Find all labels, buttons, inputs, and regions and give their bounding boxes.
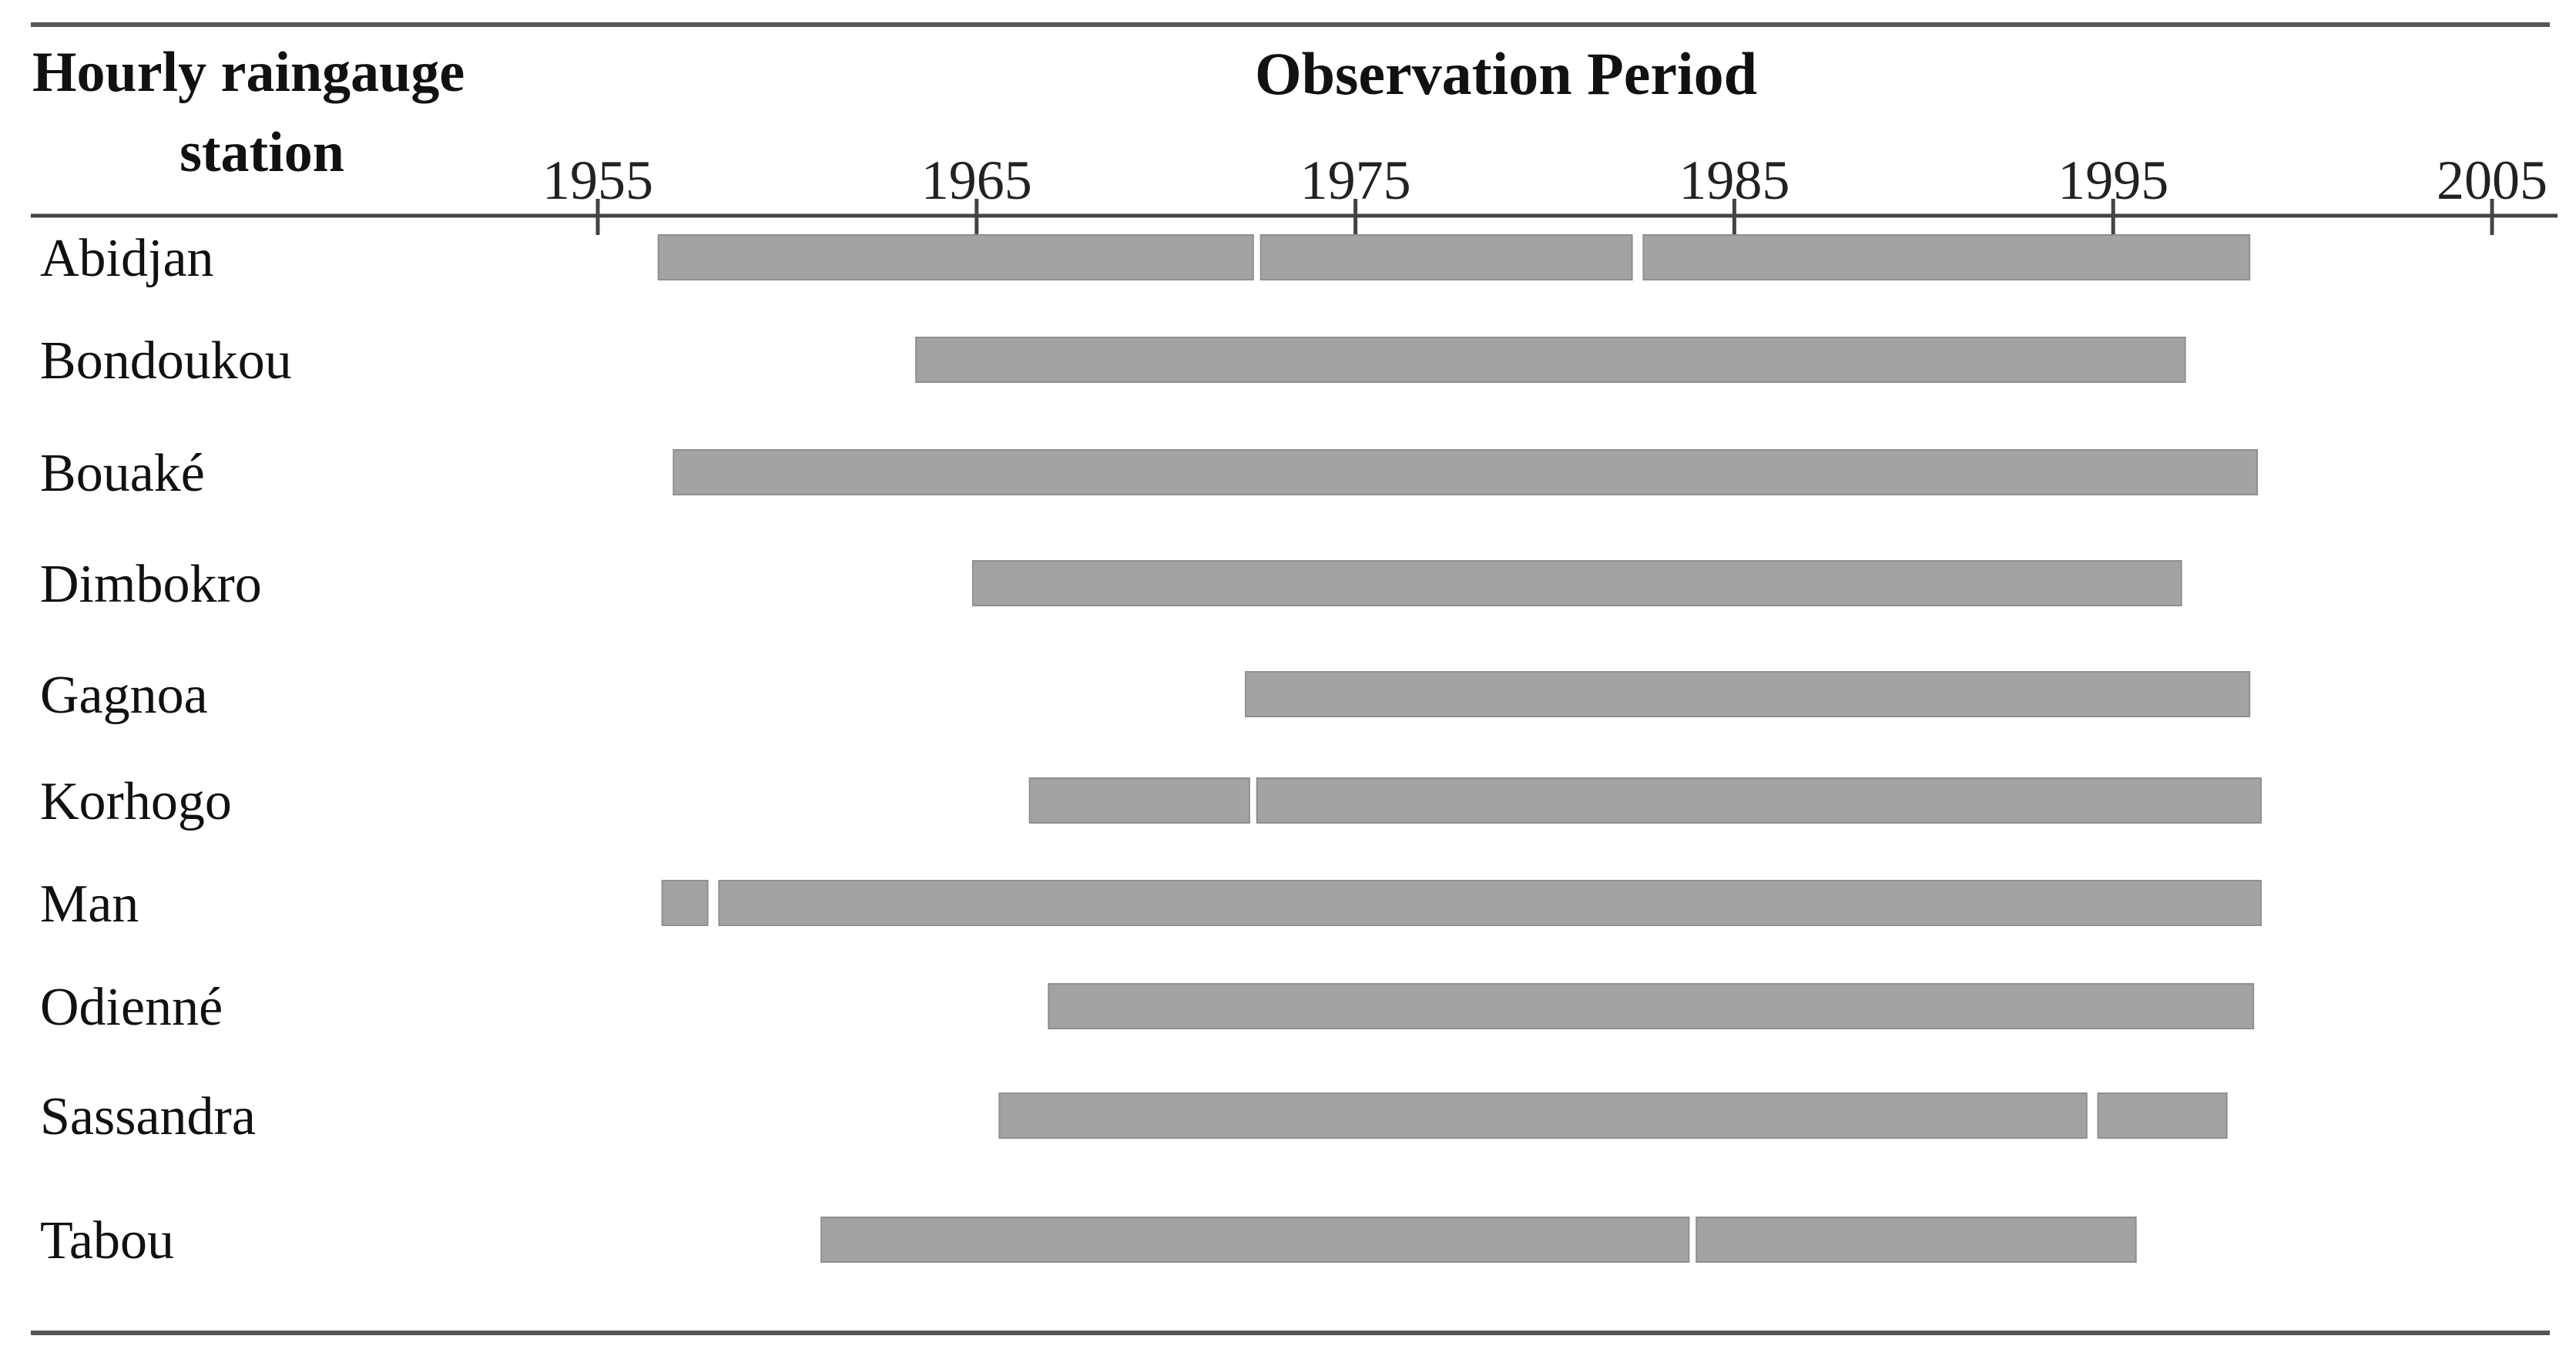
x-tick-label: 1955	[542, 149, 653, 211]
x-tick-label: 2005	[2437, 149, 2547, 211]
station-label: Sassandra	[40, 1087, 256, 1146]
station-rows: Abidjan Bondoukou Bouaké Dimbokro Gagnoa Korh…	[40, 229, 2262, 1270]
observation-bar	[661, 880, 709, 926]
observation-bar	[1028, 777, 1250, 824]
station-label: Tabou	[40, 1211, 174, 1270]
header-station-line1: Hourly raingauge	[32, 41, 465, 104]
station-row: Bouaké	[40, 444, 2259, 503]
station-label: Odienné	[40, 978, 223, 1037]
station-label: Man	[40, 874, 139, 934]
observation-bar	[1256, 777, 2262, 824]
x-axis-ticks: 1955 1965 1975 1985 1995 2005	[542, 149, 2547, 235]
observation-bar	[1048, 983, 2255, 1029]
station-row: Bondoukou	[40, 331, 2186, 391]
observation-bar	[718, 880, 2262, 926]
observation-bar	[998, 1092, 2088, 1139]
header-observation-period: Observation Period	[1255, 40, 1757, 107]
station-label: Abidjan	[40, 229, 214, 288]
observation-bar	[971, 560, 2182, 606]
header-station-line2: station	[179, 121, 344, 184]
observation-bar	[1244, 671, 2251, 717]
station-row: Odienné	[40, 978, 2255, 1037]
observation-bar	[657, 234, 1254, 280]
station-row: Korhogo	[40, 772, 2262, 831]
observation-bar	[673, 449, 2259, 495]
station-row: Man	[40, 874, 2262, 934]
station-row: Abidjan	[40, 229, 2251, 288]
station-label: Dimbokro	[40, 555, 262, 614]
station-row: Tabou	[40, 1211, 2137, 1270]
x-tick-label: 1995	[2058, 149, 2168, 211]
observation-bar	[1642, 234, 2251, 280]
station-label: Gagnoa	[40, 666, 208, 725]
x-tick-label: 1975	[1300, 149, 1411, 211]
station-row: Dimbokro	[40, 555, 2182, 614]
x-tick-label: 1965	[921, 149, 1032, 211]
observation-bar	[1259, 234, 1633, 280]
observation-bar	[820, 1217, 1690, 1263]
station-row: Sassandra	[40, 1087, 2228, 1146]
station-label: Bouaké	[40, 444, 205, 503]
station-row: Gagnoa	[40, 666, 2251, 725]
observation-bar	[915, 337, 2186, 383]
station-label: Bondoukou	[40, 331, 292, 391]
station-label: Korhogo	[40, 772, 232, 831]
observation-bar	[2097, 1092, 2228, 1139]
observation-bar	[1696, 1217, 2137, 1263]
x-tick-label: 1985	[1679, 149, 1789, 211]
